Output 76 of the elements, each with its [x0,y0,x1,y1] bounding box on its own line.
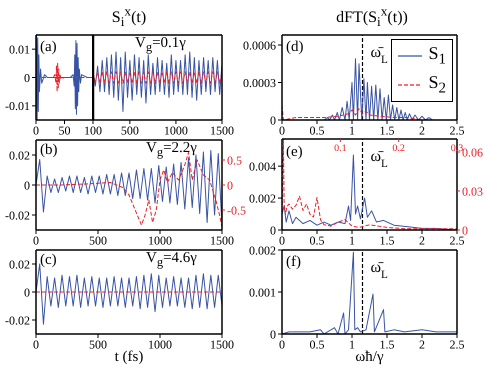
x2-tick-label: 0.2 [392,143,405,154]
x-tick-label: 1 [349,234,355,248]
x-tick-label: 2 [419,234,425,248]
y-tick-label: 0 [24,285,30,300]
x-tick-label: 500 [89,234,107,248]
legend-label: S$_{1}$ [428,42,446,70]
x-tick-label: 2.5 [450,124,464,138]
y-tick-label: 0.0003 [243,76,276,90]
annotation: (e) [286,144,303,160]
y-tick-label: -0.02 [5,313,30,328]
annotation: (c) [40,252,57,268]
y2-tick-label: 0 [462,223,468,238]
x-tick-label: 0 [33,338,39,352]
x-axis-title: ωħ/γ [355,349,384,365]
y-tick-label: 0.002 [249,191,276,206]
x-tick-label: 0 [33,234,39,248]
x-axis-title: t (fs) [114,349,144,365]
x-tick-label: 1.5 [380,234,394,248]
x-tick-label: 100 [84,124,102,138]
y2-tick-label: 0.06 [462,145,483,160]
y-tick-label: 0 [24,70,30,85]
y-tick-label: 0.02 [9,148,30,162]
x-tick-label: 2 [419,124,425,138]
y-tick-label: 0 [270,223,276,238]
x-tick-label: 0 [33,124,39,138]
x-tick-label: 1000 [164,124,188,138]
legend-label: S$_{2}$ [428,70,446,98]
y2-tick-label: -0.5 [227,203,246,218]
y2-tick-label: 0 [227,178,233,192]
x-tick-label: 0.5 [310,234,324,248]
x-tick-label: 2.5 [450,338,464,352]
x-tick-label: 2 [419,338,425,352]
x-tick-label: 0 [279,124,285,138]
annotation: (b) [40,142,58,158]
x-tick-label: 1500 [210,338,234,352]
y-tick-label: 0.004 [249,159,276,174]
x-tick-label: 1000 [148,234,172,248]
ref-line-label: ω̄$_{L}$ [370,148,388,170]
annotation: (a) [40,39,57,55]
chart-title: S$_{i}$$^{x}$(t) [112,4,146,30]
annotation: V$_{g}$=0.1γ [135,35,186,54]
y-tick-label: 0.02 [9,257,30,272]
x-tick-label: 1500 [210,124,234,138]
y-tick-label: -0.01 [5,99,30,114]
x-tick-label: 2.5 [450,234,464,248]
annotation: (f) [286,254,301,270]
y-tick-label: 0.0006 [243,38,276,52]
x-tick-label: 0.5 [310,124,324,138]
ref-line-label: ω̄$_{L}$ [370,259,388,281]
x-tick-label: 1500 [210,234,234,248]
y-tick-label: 0 [270,327,276,342]
x-tick-label: 500 [89,338,107,352]
x-tick-label: 500 [120,124,139,138]
y-tick-label: -0.02 [5,208,30,222]
x-tick-label: 50 [58,124,70,138]
x-tick-label: 1000 [148,338,172,352]
y2-tick-label: 0.5 [227,153,242,168]
x2-tick-label: 0.1 [334,143,347,154]
y2-tick-label: 0.03 [462,184,483,198]
annotation: V$_{g}$=2.2γ [146,140,197,159]
x-tick-label: 0 [279,338,285,352]
x-tick-label: 1 [349,338,355,352]
chart-title: dFT(S$_{i}$$^{x}$(t)) [336,4,408,30]
y-tick-label: 0.01 [9,42,30,56]
y-tick-label: 0.001 [249,285,276,300]
x-tick-label: 1.5 [380,338,394,352]
y-tick-label: 0.002 [249,243,276,258]
annotation: (d) [286,39,304,55]
x-tick-label: 0.5 [310,338,324,352]
y-tick-label: 0 [270,113,276,128]
y-tick-label: 0 [24,178,30,192]
ref-line-label: ω̄$_{L}$ [370,44,388,66]
annotation: V$_{g}$=4.6γ [146,250,197,269]
x-tick-label: 1 [349,124,355,138]
x-tick-label: 0 [279,234,285,248]
x-tick-label: 1.5 [380,124,394,138]
